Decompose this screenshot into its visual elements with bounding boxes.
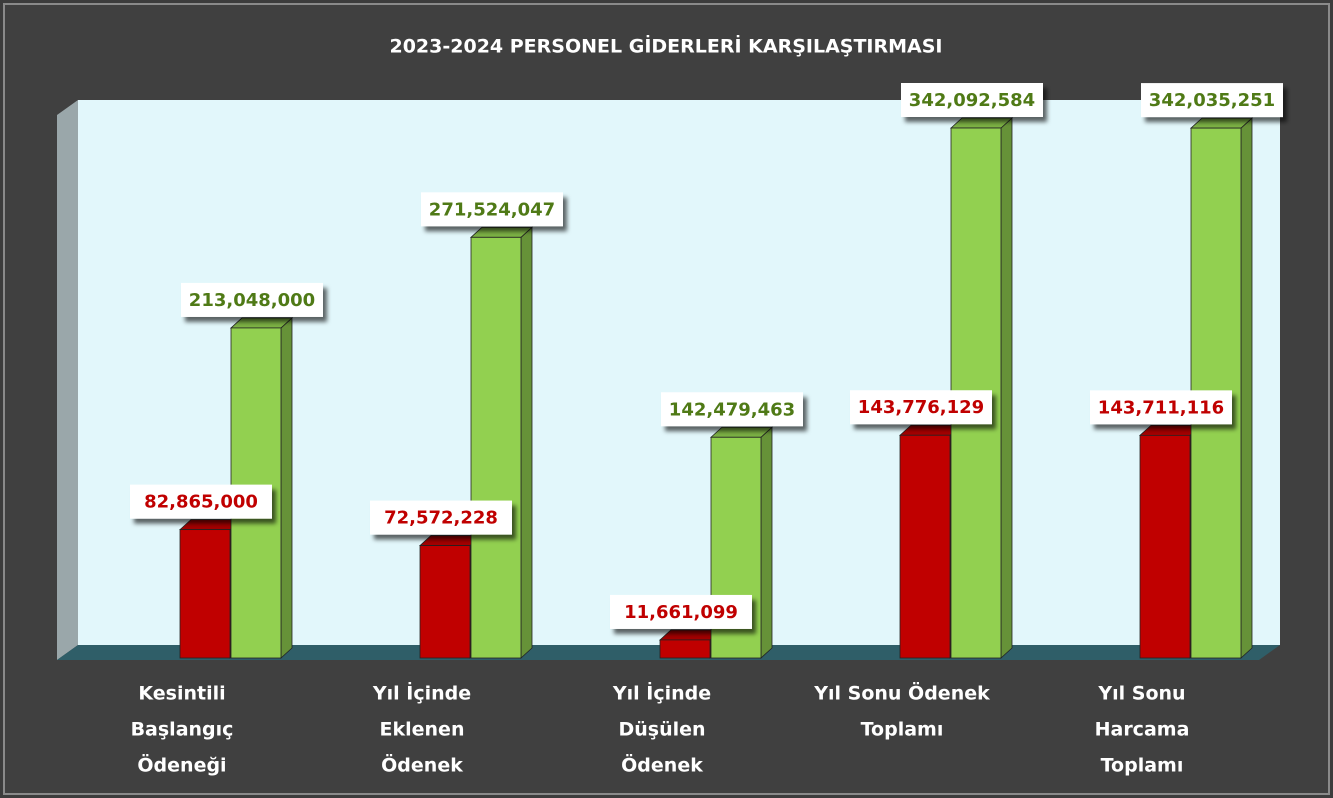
bar-top [469, 226, 534, 238]
x-tick-label: Harcama [1095, 719, 1190, 741]
label-box [1090, 390, 1232, 425]
label-box [610, 594, 752, 629]
bar-side [760, 426, 773, 659]
x-tick-label: Toplamı [861, 719, 944, 741]
bar-top [229, 317, 294, 329]
x-tick-label: Yıl İçinde [612, 681, 711, 705]
bar-top [1189, 117, 1254, 129]
x-tick-label: Yıl İçinde [372, 681, 471, 705]
label-box [421, 192, 563, 227]
bar-top [709, 426, 774, 438]
data-label: 82,865,000 [144, 492, 258, 513]
data-label: 213,048,000 [189, 290, 315, 311]
bar [899, 434, 951, 659]
bar [1139, 434, 1191, 659]
x-tick-label: Toplamı [1101, 755, 1184, 777]
label-box [181, 282, 323, 317]
side-wall [57, 100, 78, 660]
data-label: 342,035,251 [1149, 90, 1275, 111]
x-tick-label: Eklenen [380, 719, 465, 741]
label-box [370, 500, 512, 535]
data-label: 11,661,099 [624, 602, 738, 623]
x-tick-label: Ödenek [621, 753, 703, 777]
bar [419, 545, 471, 659]
bar-side [280, 317, 293, 659]
label-box [901, 83, 1043, 117]
bar-side [1000, 117, 1013, 659]
data-label: 72,572,228 [384, 508, 498, 529]
bar [470, 236, 522, 659]
bar-side [520, 226, 533, 659]
x-tick-label: Düşülen [618, 719, 705, 741]
x-tick-label: Kesintili [138, 683, 225, 705]
label-box [130, 484, 272, 519]
data-label: 143,776,129 [858, 397, 984, 418]
data-label: 142,479,463 [669, 399, 795, 420]
bar [179, 529, 231, 659]
data-label: 342,092,584 [909, 90, 1035, 111]
x-tick-label: Ödeneği [137, 753, 226, 777]
x-tick-label: Yıl Sonu Ödenek [813, 681, 990, 705]
x-tick-label: Yıl Sonu [1097, 683, 1185, 705]
label-box [850, 390, 992, 425]
data-label: 271,524,047 [429, 199, 555, 220]
label-box [1141, 83, 1283, 118]
chart-title: 2023-2024 PERSONEL GİDERLERİ KARŞILAŞTIR… [389, 34, 942, 58]
bar-top [949, 117, 1014, 129]
bar-side [1240, 117, 1253, 659]
bar [659, 639, 711, 659]
x-tick-label: Başlangıç [131, 719, 234, 741]
x-tick-label: Ödenek [381, 753, 463, 777]
data-label: 143,711,116 [1098, 397, 1224, 418]
label-box [661, 392, 803, 427]
